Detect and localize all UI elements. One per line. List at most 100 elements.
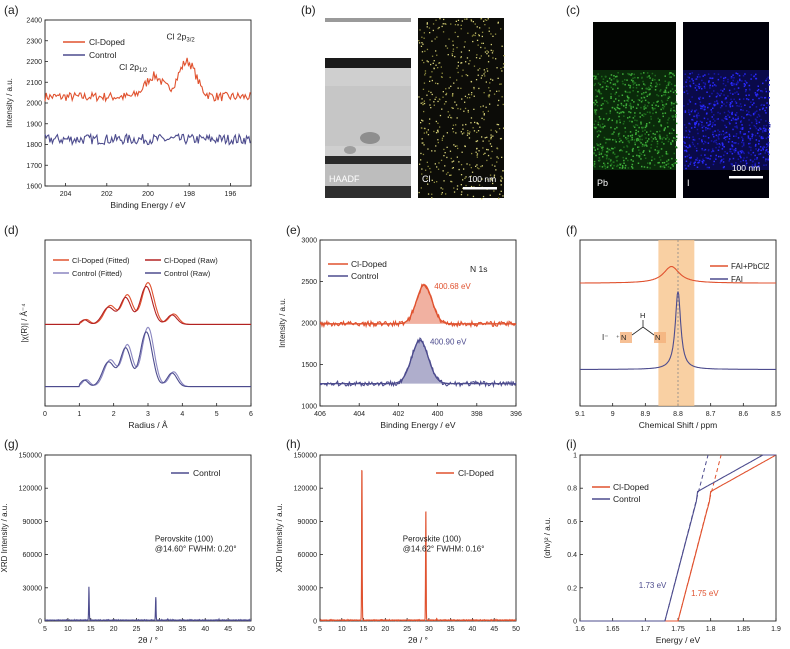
pb-signal-dot xyxy=(608,158,610,160)
x-tick-label: 8.6 xyxy=(738,411,748,418)
cl-signal-dot xyxy=(423,102,426,105)
i-signal-dot xyxy=(701,140,703,143)
i-signal-dot xyxy=(701,139,703,141)
pb-signal-dot xyxy=(648,75,650,77)
cl-signal-dot xyxy=(481,198,483,200)
y-tick-label: 60000 xyxy=(298,552,318,559)
pb-signal-dot xyxy=(639,135,641,138)
x-tick-label: 25 xyxy=(133,626,141,633)
pb-signal-dot xyxy=(627,135,629,137)
cl-signal-dot xyxy=(490,78,492,80)
i-signal-dot xyxy=(752,151,755,154)
i-signal-dot xyxy=(740,160,742,163)
cl-signal-dot xyxy=(461,133,464,135)
cl-signal-dot xyxy=(447,54,449,56)
cl-signal-dot xyxy=(470,122,472,124)
cl-signal-dot xyxy=(450,116,452,119)
pb-signal-dot xyxy=(649,111,651,113)
pb-signal-dot xyxy=(629,131,632,133)
y-tick-label: 1000 xyxy=(301,404,317,411)
cl-signal-dot xyxy=(471,92,473,94)
molecule-highlight xyxy=(620,332,632,343)
i-signal-dot xyxy=(723,154,725,156)
pb-signal-dot xyxy=(593,164,595,167)
i-signal-dot xyxy=(723,117,726,119)
cl-signal-dot xyxy=(460,51,463,53)
pb-signal-dot xyxy=(664,127,666,129)
i-signal-dot xyxy=(762,136,764,139)
pb-signal-dot xyxy=(664,89,667,91)
i-signal-dot xyxy=(698,97,700,99)
pb-signal-dot xyxy=(598,89,600,91)
i-signal-dot xyxy=(708,103,711,105)
pb-signal-dot xyxy=(670,83,673,85)
cl-signal-dot xyxy=(421,138,423,140)
i-signal-dot xyxy=(733,135,735,137)
pb-signal-dot xyxy=(656,152,659,155)
cl-signal-dot xyxy=(479,57,481,59)
pb-signal-dot xyxy=(595,109,598,111)
i-signal-dot xyxy=(702,75,704,77)
cl-signal-dot xyxy=(433,67,435,69)
cl-signal-dot xyxy=(456,117,458,119)
pb-signal-dot xyxy=(604,100,606,102)
pb-signal-dot xyxy=(619,149,621,152)
i-signal-dot xyxy=(730,163,732,165)
cl-signal-dot xyxy=(450,117,453,119)
i-signal-dot xyxy=(739,150,742,153)
i-signal-dot xyxy=(713,73,716,75)
i-signal-dot xyxy=(735,72,737,74)
x-tick-label: 15 xyxy=(360,626,368,633)
pb-signal-dot xyxy=(638,126,640,129)
i-signal-dot xyxy=(729,122,731,125)
i-signal-dot xyxy=(757,129,760,131)
i-signal-dot xyxy=(764,160,767,162)
i-signal-dot xyxy=(723,166,725,168)
pb-signal-dot xyxy=(620,102,623,105)
scale-bar-label: 100 nm xyxy=(732,163,760,173)
i-signal-dot xyxy=(705,113,708,115)
pb-signal-dot xyxy=(642,80,644,83)
i-signal-dot xyxy=(685,145,687,148)
pb-signal-dot xyxy=(635,133,637,135)
i-signal-dot xyxy=(747,135,750,137)
i-signal-dot xyxy=(699,120,702,123)
cl-signal-dot xyxy=(452,40,454,42)
cl-signal-dot xyxy=(473,108,475,110)
i-signal-dot xyxy=(748,114,751,116)
cl-signal-dot xyxy=(481,42,483,44)
cl-signal-dot xyxy=(467,32,469,34)
panel-label-c: (c) xyxy=(566,3,580,17)
pb-signal-dot xyxy=(598,145,600,147)
i-signal-dot xyxy=(742,144,745,147)
pb-signal-dot xyxy=(659,137,661,140)
i-signal-dot xyxy=(748,152,750,155)
cl-signal-dot xyxy=(442,135,445,137)
i-signal-dot xyxy=(688,109,690,111)
i-signal-dot xyxy=(731,111,733,114)
cl-signal-dot xyxy=(482,147,484,149)
pb-signal-dot xyxy=(613,75,615,77)
cl-signal-dot xyxy=(419,163,421,165)
i-signal-dot xyxy=(701,121,703,124)
i-signal-dot xyxy=(685,81,687,83)
i-signal-dot xyxy=(709,123,711,125)
pb-signal-dot xyxy=(667,97,670,99)
cl-signal-dot xyxy=(481,165,483,167)
highlight-band xyxy=(658,240,695,406)
pb-signal-dot xyxy=(673,163,675,165)
pb-signal-dot xyxy=(643,145,646,147)
i-signal-dot xyxy=(692,136,694,138)
pb-signal-dot xyxy=(675,122,678,125)
i-signal-dot xyxy=(713,135,715,138)
cl-signal-dot xyxy=(461,75,463,77)
i-signal-dot xyxy=(748,84,751,87)
i-signal-dot xyxy=(733,151,736,153)
pb-signal-dot xyxy=(673,102,675,105)
i-signal-dot xyxy=(694,110,696,112)
i-signal-dot xyxy=(757,85,759,87)
cl-signal-dot xyxy=(431,150,433,152)
i-signal-dot xyxy=(699,104,702,107)
cl-signal-dot xyxy=(446,47,449,49)
